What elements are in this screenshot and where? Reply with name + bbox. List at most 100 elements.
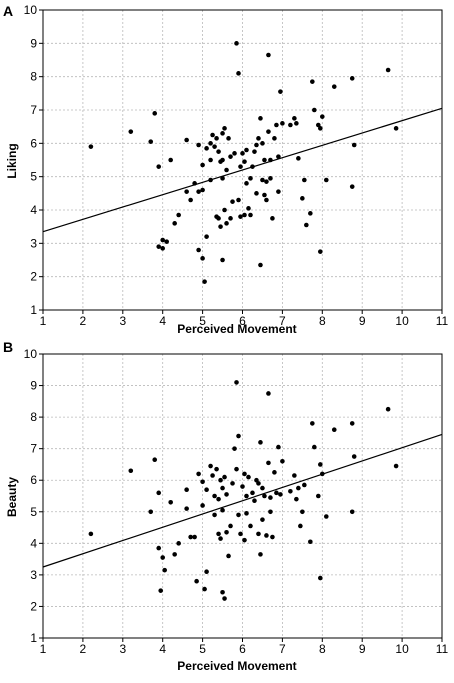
panel-a-data-point (220, 176, 225, 181)
panel-a-data-point (200, 256, 205, 261)
panel-a-data-point (318, 126, 323, 131)
panel-a-data-point (196, 189, 201, 194)
panel-a-data-point (216, 149, 221, 154)
panel-a-data-point (292, 116, 297, 121)
panel-b-data-point (236, 433, 241, 439)
panel-a-data-point (220, 131, 225, 136)
panel-b-data-point (240, 484, 245, 489)
panel-b-data-point (230, 481, 235, 486)
panel-b-y-tick-label-4: 4 (30, 536, 37, 550)
panel-b-data-point (248, 523, 253, 529)
panel-b-data-point (188, 534, 193, 540)
panel-b-data-point (204, 569, 209, 575)
panel-a-data-point (88, 144, 94, 149)
panel-b-data-point (260, 517, 265, 522)
panel-b-data-point (208, 463, 213, 469)
panel-a-data-point (226, 136, 231, 141)
panel-a-data-point (216, 216, 221, 221)
panel-b-data-point (224, 492, 229, 497)
panel-a-data-point (238, 164, 243, 169)
panel-a-data-point (214, 136, 219, 141)
panel-a-data-point (244, 147, 249, 153)
panel-b-data-point (200, 503, 205, 508)
panel-a-data-point (312, 107, 317, 113)
panel-a-data-point (192, 181, 197, 186)
panel-a-x-tick-label-1: 1 (40, 314, 47, 328)
panel-a-data-point (252, 149, 257, 154)
panel-a-x-tick-label-5: 5 (199, 314, 206, 328)
panel-a-data-point (258, 116, 263, 121)
panel-a-data-point (224, 167, 229, 173)
panel-b-data-point (220, 485, 225, 491)
panel-a-data-point (152, 111, 158, 116)
panel-b-data-point (244, 511, 249, 516)
panel-b-data-point (212, 493, 217, 499)
panel-b-data-point (184, 506, 189, 511)
panel-b-x-tick-label-11: 11 (436, 642, 449, 656)
panel-a-data-point (385, 67, 391, 73)
panel-b-data-point (318, 575, 323, 581)
panel-b-data-point (172, 552, 177, 557)
panel-b-data-point (234, 380, 239, 385)
panel-a-data-point (246, 206, 251, 211)
panel-b-data-point (224, 529, 229, 535)
panel-b-data-point (280, 458, 285, 464)
panel-a-y-tick-label-9: 9 (30, 36, 37, 50)
panel-b-x-tick-label-4: 4 (159, 642, 166, 656)
panel-b-y-tick-label-1: 1 (30, 631, 37, 645)
panel-a-data-point (184, 189, 189, 194)
panel-a-data-point (228, 216, 233, 221)
panel-b-data-point (162, 567, 167, 573)
panel-a-data-point (232, 151, 237, 156)
panel-b-y-tick-label-2: 2 (30, 599, 37, 613)
panel-a-data-point (236, 197, 241, 203)
panel-b-data-point (216, 496, 221, 502)
panel-a-data-point (160, 237, 165, 243)
panel-b-data-point (256, 531, 261, 537)
panel-a-y-tick-label-5: 5 (30, 170, 37, 184)
panel-a-data-point (254, 142, 259, 148)
panel-b-data-point (302, 482, 307, 488)
panel-a-data-point (268, 176, 273, 181)
panel-b-data-point (238, 531, 243, 537)
panel-a-data-point (393, 126, 399, 131)
panel-a-y-axis-title: Liking (5, 143, 19, 178)
panel-a-y-tick-label-10: 10 (24, 3, 38, 17)
panel-b-data-point (88, 531, 94, 537)
panel-a-data-point (318, 249, 323, 254)
panel-a-data-point (242, 212, 247, 218)
panel-a-data-point (168, 157, 173, 163)
panel-b-x-tick-label-6: 6 (239, 642, 246, 656)
panel-a-data-point (218, 224, 223, 229)
panel-b-x-tick-label-9: 9 (359, 642, 366, 656)
panel-a-y-tick-label-4: 4 (30, 203, 37, 217)
panel-a-data-point (176, 212, 181, 218)
panel-a-data-point (212, 144, 217, 149)
panel-b-data-point (276, 444, 281, 450)
panel-a-data-point (200, 162, 205, 168)
panel-b-data-point (128, 468, 134, 474)
panel-a-data-point (264, 179, 269, 184)
panel-a-data-point (288, 122, 293, 128)
panel-b-data-point (160, 555, 165, 560)
panel-a-data-point (224, 221, 229, 226)
panel-b-data-point (288, 488, 293, 494)
panel-b-data-point (192, 534, 197, 540)
panel-b-data-point (158, 588, 164, 593)
panel-b-data-point (349, 509, 355, 515)
panel-b-data-point (184, 487, 189, 492)
panel-a-data-point (349, 76, 355, 81)
panel-a-data-point (266, 52, 271, 58)
panel-b-data-point (214, 466, 219, 472)
panel-b-y-tick-label-9: 9 (30, 379, 37, 393)
panel-b-data-point (264, 533, 269, 538)
panel-b-data-point (258, 552, 263, 557)
panel-a-data-point (164, 239, 169, 244)
panel-b-x-tick-label-10: 10 (395, 642, 409, 656)
panel-b-data-point (222, 596, 227, 601)
panel-b-data-point (218, 477, 223, 483)
panel-b-data-point (156, 545, 162, 551)
panel-b-data-point (168, 500, 173, 505)
panel-b-data-point (331, 427, 337, 433)
panel-b-data-point (268, 495, 273, 500)
